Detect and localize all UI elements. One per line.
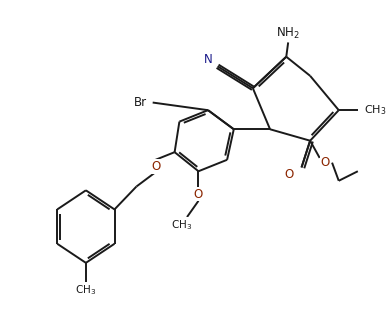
Text: O: O (194, 188, 203, 201)
Text: CH$_3$: CH$_3$ (364, 103, 386, 117)
Text: Br: Br (134, 96, 147, 109)
Text: O: O (151, 160, 160, 173)
Text: CH$_3$: CH$_3$ (171, 218, 192, 232)
Text: O: O (321, 156, 330, 169)
Text: NH$_2$: NH$_2$ (276, 26, 300, 41)
Text: CH$_3$: CH$_3$ (75, 284, 96, 297)
Text: N: N (204, 53, 212, 66)
Text: O: O (284, 168, 294, 181)
